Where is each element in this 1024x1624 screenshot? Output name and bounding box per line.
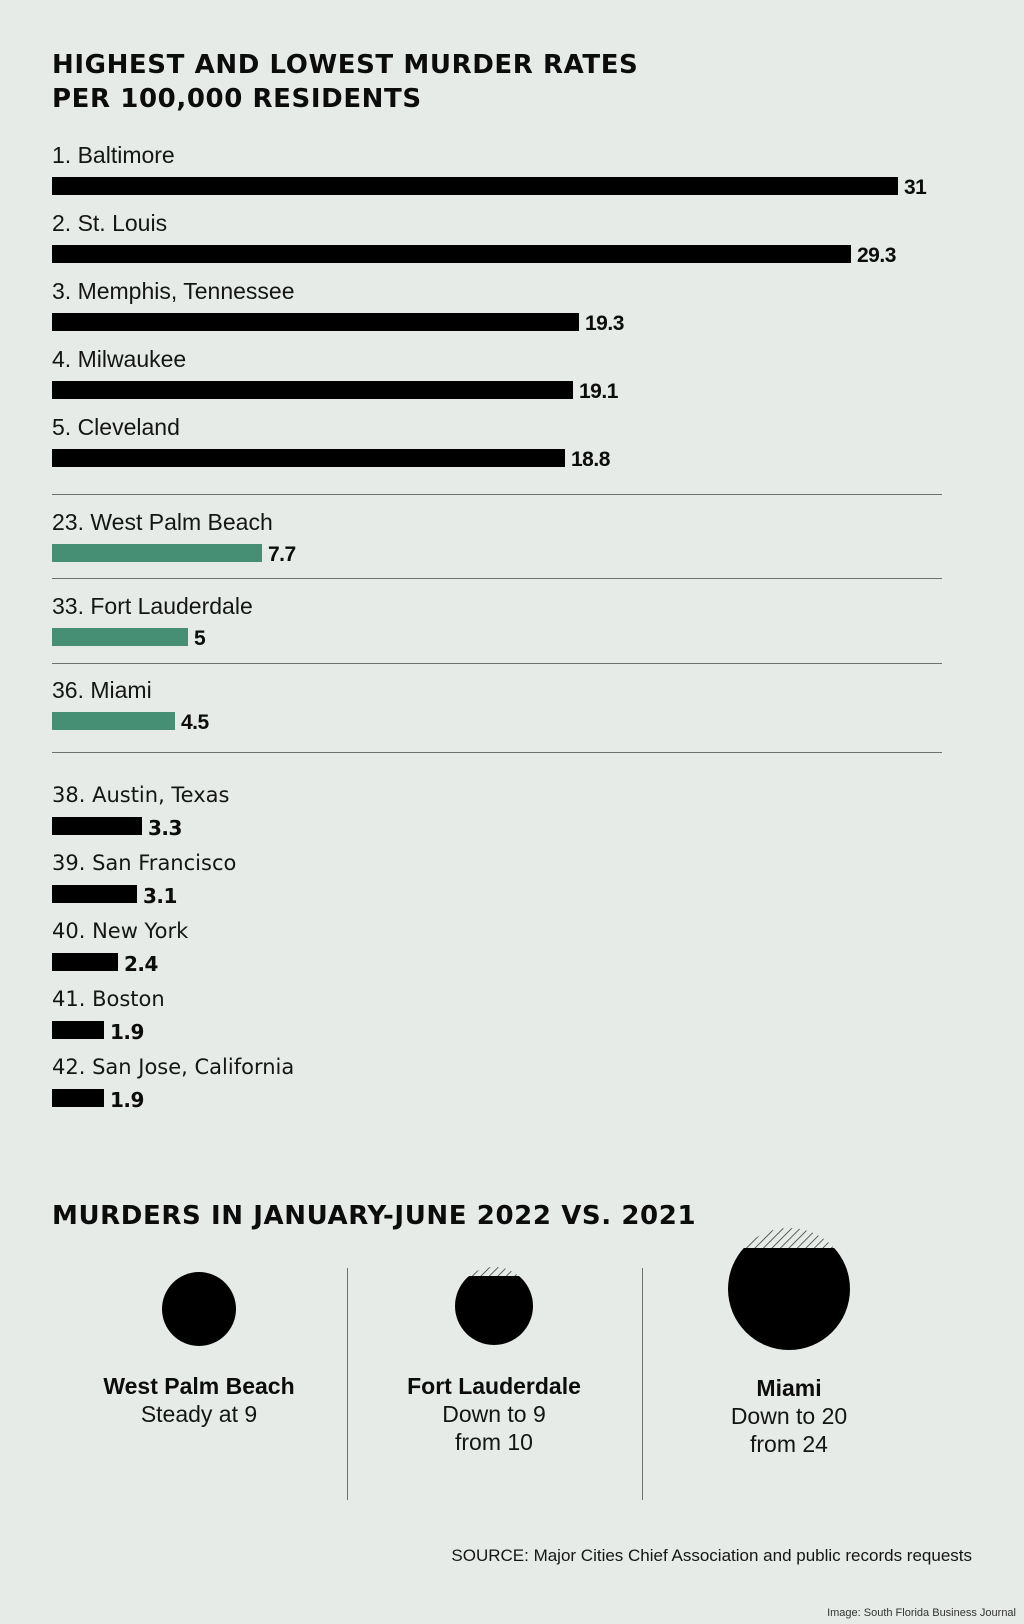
divider — [52, 578, 942, 579]
bar-label: 40. New York — [52, 919, 189, 943]
divider — [52, 752, 942, 753]
bar-value: 19.1 — [579, 380, 618, 403]
circle-miami-2022 — [728, 1248, 850, 1350]
bar-row-san-francisco: 39. San Francisco 3.1 — [52, 850, 942, 908]
bar-label: 41. Boston — [52, 987, 165, 1011]
bar-value: 31 — [904, 176, 927, 199]
bar-label: 2. St. Louis — [52, 210, 168, 236]
bar — [52, 885, 137, 903]
bar-label: 23. West Palm Beach — [52, 509, 273, 535]
chart-title: HIGHEST AND LOWEST MURDER RATES PER 100,… — [52, 48, 638, 116]
bar-row-baltimore: 1. Baltimore 31 — [52, 142, 942, 199]
bar — [52, 953, 118, 971]
bar-value: 2.4 — [124, 952, 158, 976]
bar — [52, 544, 262, 562]
bar — [52, 313, 579, 331]
bar — [52, 449, 565, 467]
bar-value: 3.3 — [148, 816, 182, 840]
bar-label: 39. San Francisco — [52, 851, 237, 875]
bar-row-miami: 36. Miami 4.5 — [52, 677, 942, 734]
bar-value: 19.3 — [585, 312, 624, 335]
bar-value: 18.8 — [571, 448, 610, 471]
bar-row-cleveland: 5. Cleveland 18.8 — [52, 414, 942, 471]
chart-title-line1: HIGHEST AND LOWEST MURDER RATES — [52, 50, 639, 80]
bar — [52, 381, 573, 399]
bar-row-austin: 38. Austin, Texas 3.3 — [52, 782, 942, 840]
bar-value: 1.9 — [110, 1020, 144, 1044]
image-credit: Image: South Florida Business Journal — [827, 1607, 1016, 1619]
bar-label: 3. Memphis, Tennessee — [52, 278, 295, 304]
bar-row-st-louis: 2. St. Louis 29.3 — [52, 210, 942, 267]
comparison-miami: Miami Down to 20 from 24 — [639, 1374, 939, 1458]
bar-value: 29.3 — [857, 244, 896, 267]
bar — [52, 817, 142, 835]
divider — [52, 663, 942, 664]
city-change: Steady at 9 — [140, 1401, 258, 1427]
circle-fort-lauderdale-2021-hatch — [469, 1267, 519, 1276]
comparison-fort-lauderdale: Fort Lauderdale Down to 9 from 10 — [344, 1372, 644, 1456]
city-change-from: from 24 — [750, 1431, 828, 1457]
city-name: Fort Lauderdale — [407, 1373, 581, 1399]
column-divider — [642, 1268, 643, 1500]
bar-row-san-jose: 42. San Jose, California 1.9 — [52, 1054, 942, 1112]
bar-label: 1. Baltimore — [52, 142, 175, 168]
city-change: Down to 20 — [730, 1403, 848, 1429]
circle-fort-lauderdale-2022 — [455, 1276, 533, 1345]
bar-value: 5 — [194, 627, 206, 650]
bar-label: 36. Miami — [52, 677, 152, 703]
bar-label: 4. Milwaukee — [52, 346, 187, 372]
circle-west-palm-beach — [162, 1272, 236, 1346]
divider — [52, 494, 942, 495]
bar — [52, 628, 188, 646]
bar-label: 42. San Jose, California — [52, 1055, 295, 1079]
city-change-from: from 10 — [455, 1429, 533, 1455]
circle-miami-2021-hatch — [743, 1228, 835, 1248]
comparison-title: MURDERS IN JANUARY-JUNE 2022 VS. 2021 — [52, 1201, 697, 1231]
city-name: West Palm Beach — [103, 1373, 295, 1399]
bar — [52, 177, 898, 195]
bar-value: 1.9 — [110, 1088, 144, 1112]
bar-label: 5. Cleveland — [52, 414, 180, 440]
bar-value: 7.7 — [268, 543, 296, 566]
bar — [52, 1021, 104, 1039]
bar-value: 4.5 — [181, 711, 209, 734]
bar — [52, 1089, 104, 1107]
bar-value: 3.1 — [143, 884, 177, 908]
bar-label: 33. Fort Lauderdale — [52, 593, 253, 619]
bar — [52, 712, 175, 730]
bar-row-new-york: 40. New York 2.4 — [52, 918, 942, 976]
city-change: Down to 9 — [442, 1401, 546, 1427]
bar-row-memphis: 3. Memphis, Tennessee 19.3 — [52, 278, 942, 335]
bar-label: 38. Austin, Texas — [52, 783, 230, 807]
bar-row-west-palm-beach: 23. West Palm Beach 7.7 — [52, 509, 942, 566]
bar-row-boston: 41. Boston 1.9 — [52, 986, 942, 1044]
city-name: Miami — [756, 1375, 822, 1401]
bar-row-milwaukee: 4. Milwaukee 19.1 — [52, 346, 942, 403]
bar — [52, 245, 851, 263]
source-note: SOURCE: Major Cities Chief Association a… — [451, 1546, 972, 1565]
comparison-west-palm-beach: West Palm Beach Steady at 9 — [49, 1372, 349, 1428]
bar-row-fort-lauderdale: 33. Fort Lauderdale 5 — [52, 593, 942, 650]
column-divider — [347, 1268, 348, 1500]
chart-title-line2: PER 100,000 RESIDENTS — [52, 84, 422, 114]
